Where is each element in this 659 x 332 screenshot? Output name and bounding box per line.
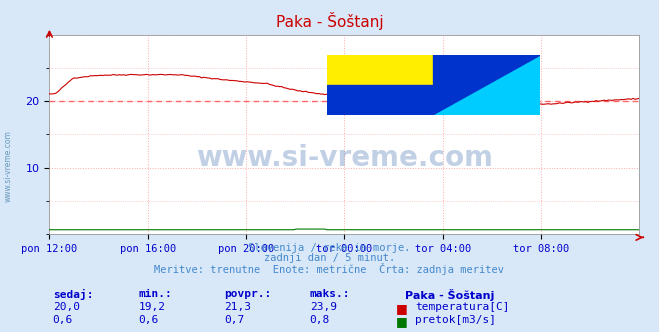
Text: www.si-vreme.com: www.si-vreme.com — [3, 130, 13, 202]
Bar — [327, 55, 434, 85]
Text: 0,6: 0,6 — [53, 315, 73, 325]
Text: 23,9: 23,9 — [310, 302, 337, 312]
Text: www.si-vreme.com: www.si-vreme.com — [196, 144, 493, 172]
Text: pretok[m3/s]: pretok[m3/s] — [415, 315, 496, 325]
Text: 19,2: 19,2 — [138, 302, 165, 312]
Bar — [327, 85, 434, 115]
Text: povpr.:: povpr.: — [224, 289, 272, 299]
Text: 20,0: 20,0 — [53, 302, 80, 312]
Text: min.:: min.: — [138, 289, 172, 299]
Text: zadnji dan / 5 minut.: zadnji dan / 5 minut. — [264, 253, 395, 263]
Text: Paka - Šoštanj: Paka - Šoštanj — [275, 12, 384, 30]
Text: 21,3: 21,3 — [224, 302, 251, 312]
Text: ■: ■ — [395, 302, 407, 315]
Text: temperatura[C]: temperatura[C] — [415, 302, 509, 312]
Text: 0,7: 0,7 — [224, 315, 244, 325]
Text: Meritve: trenutne  Enote: metrične  Črta: zadnja meritev: Meritve: trenutne Enote: metrične Črta: … — [154, 263, 505, 275]
Text: Slovenija / reke in morje.: Slovenija / reke in morje. — [248, 243, 411, 253]
Text: 0,8: 0,8 — [310, 315, 330, 325]
Polygon shape — [434, 55, 540, 115]
Text: 0,6: 0,6 — [138, 315, 159, 325]
Bar — [434, 55, 540, 85]
Text: Paka - Šoštanj: Paka - Šoštanj — [405, 289, 495, 301]
Polygon shape — [434, 55, 540, 115]
Text: sedaj:: sedaj: — [53, 289, 93, 300]
Text: ■: ■ — [395, 315, 407, 328]
Text: maks.:: maks.: — [310, 289, 350, 299]
